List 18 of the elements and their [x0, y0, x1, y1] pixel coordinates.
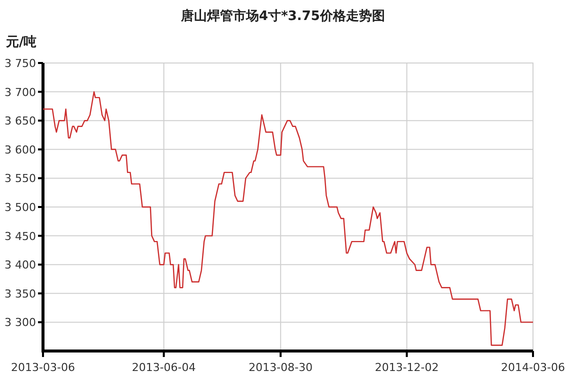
x-tick-label: 2013-08-30 — [248, 361, 313, 374]
x-tick-label: 2013-12-02 — [374, 361, 439, 374]
x-tick-label: 2013-03-06 — [11, 361, 75, 374]
y-tick-label: 3 750 — [4, 57, 36, 70]
line-series — [42, 91, 534, 346]
y-tick-label: 3 600 — [4, 143, 36, 156]
y-tick-label: 3 650 — [4, 114, 36, 128]
y-tick-label: 3 700 — [4, 86, 36, 99]
x-tick-label: 2014-03-06 — [501, 361, 565, 374]
y-tick-label: 3 350 — [4, 287, 36, 300]
y-axis-title: 元/吨 — [5, 35, 37, 50]
y-tick-label: 3 300 — [4, 316, 36, 330]
y-tick-label: 3 400 — [4, 258, 36, 272]
y-tick-label: 3 550 — [4, 172, 36, 186]
y-tick-label: 3 500 — [4, 201, 36, 214]
x-tick-label: 2013-06-04 — [132, 361, 196, 374]
y-tick-label: 3 450 — [4, 230, 36, 243]
chart-title: 唐山焊管市场4寸*3.75价格走势图 — [180, 8, 385, 24]
